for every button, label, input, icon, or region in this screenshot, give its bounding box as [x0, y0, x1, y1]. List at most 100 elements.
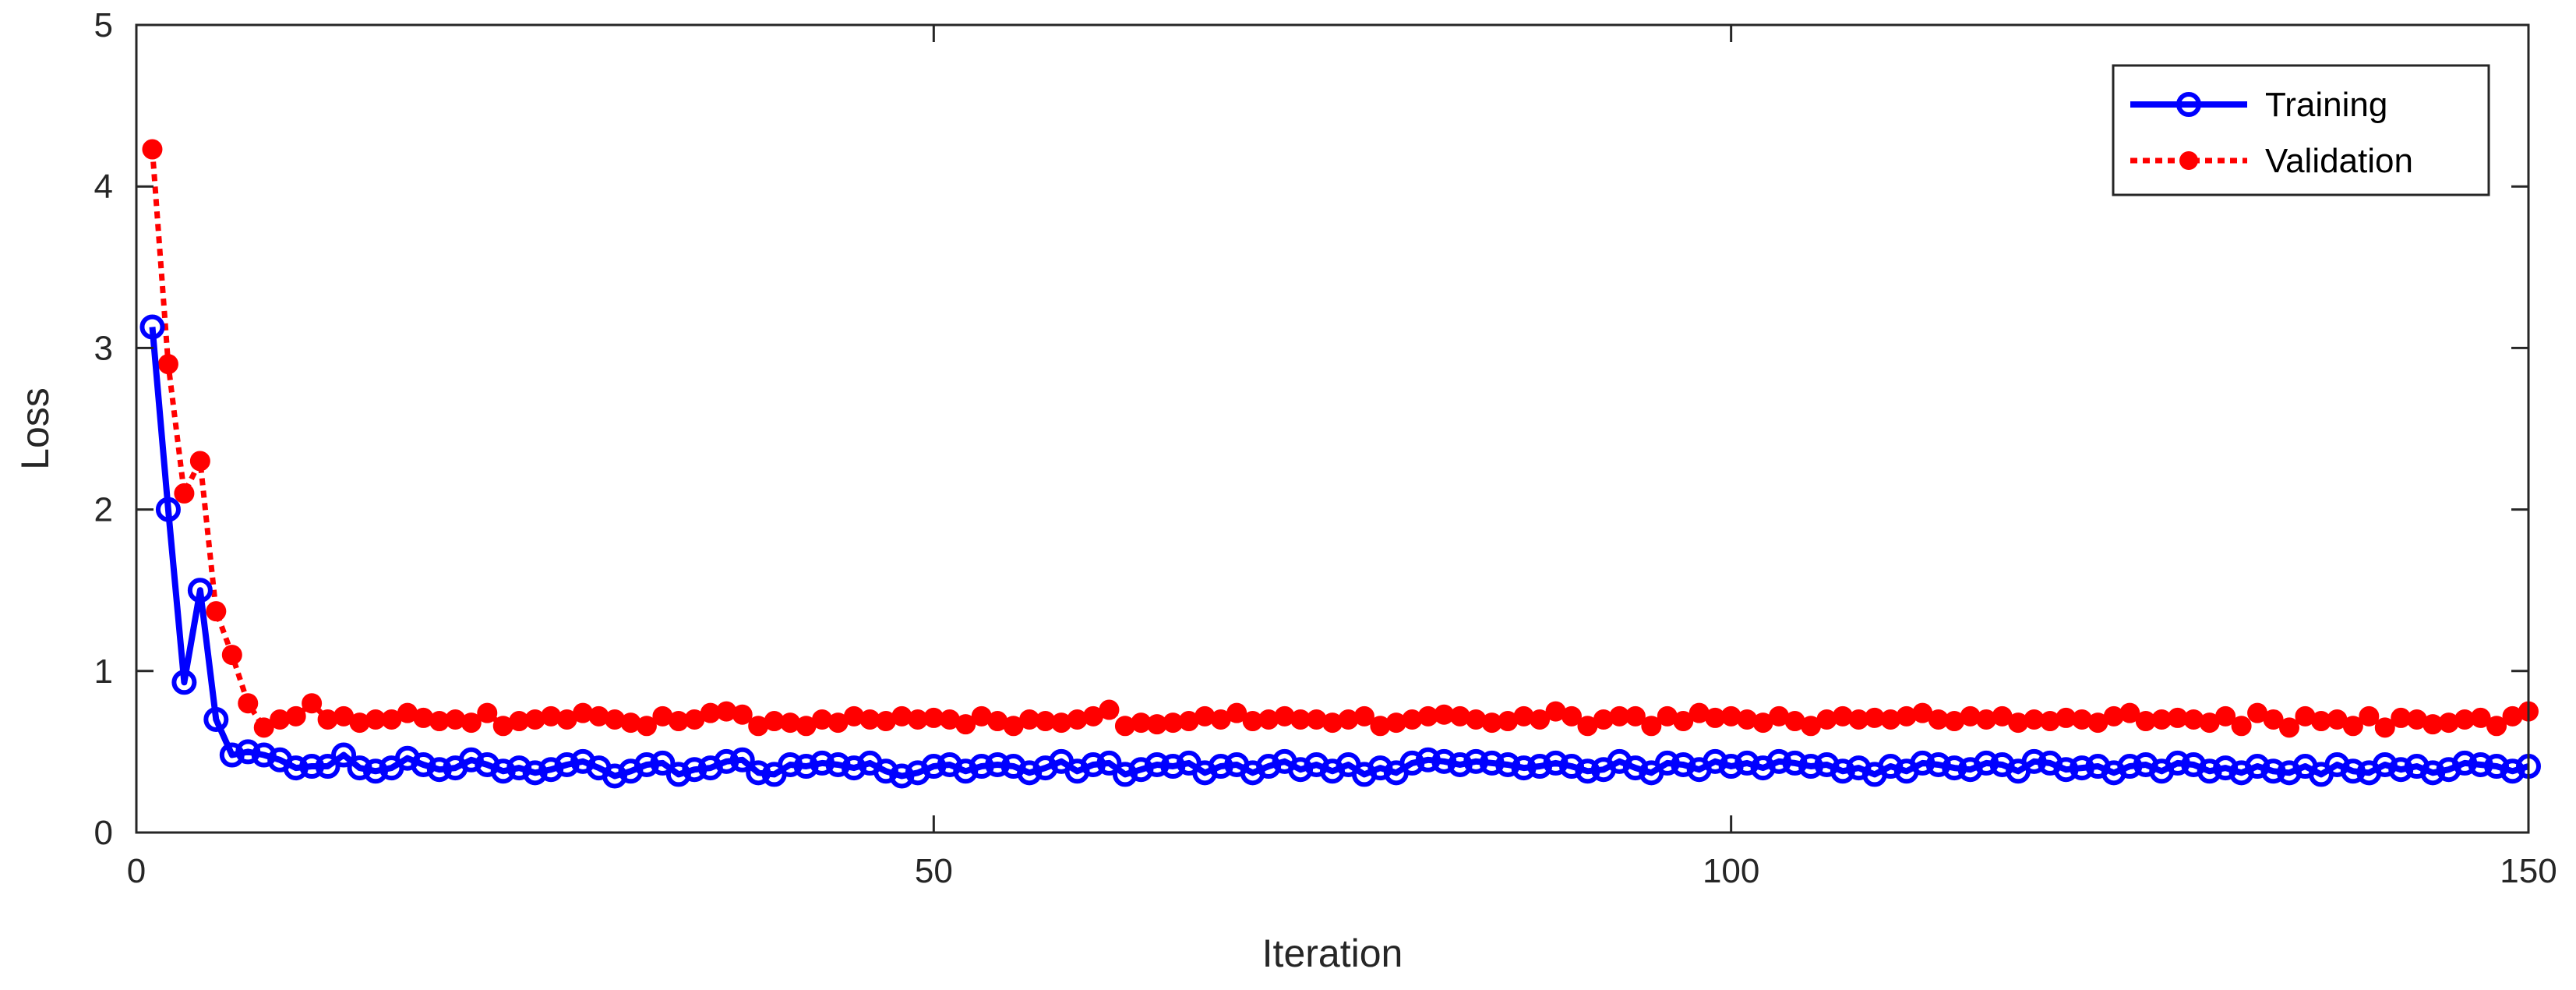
training-point [1798, 754, 1823, 780]
x-tick-label: 150 [2500, 852, 2557, 890]
training-point [426, 757, 452, 783]
y-tick-label: 2 [94, 491, 113, 529]
validation-point [636, 716, 657, 737]
training-point [2117, 754, 2143, 780]
training-point [2245, 754, 2271, 780]
validation-point [253, 717, 274, 738]
training-point [363, 758, 388, 784]
training-point [283, 755, 309, 781]
training-point [2260, 758, 2286, 784]
training-point [2165, 750, 2190, 776]
training-point [1654, 750, 1680, 776]
training-point [1081, 751, 1106, 777]
validation-point [461, 712, 482, 734]
training-point [315, 754, 341, 780]
training-point [778, 751, 803, 777]
training-point [1703, 748, 1728, 774]
legend-item-validation: Validation [2130, 142, 2413, 180]
training-point [1575, 758, 1600, 784]
training-point [2500, 758, 2525, 784]
y-tick-label: 5 [94, 6, 113, 44]
training-point [969, 754, 994, 780]
training-point [810, 750, 835, 776]
training-point [522, 760, 548, 786]
validation-point [1641, 716, 1662, 737]
training-point [2388, 757, 2414, 783]
training-point [953, 758, 979, 784]
legend-item-training: Training [2130, 86, 2387, 124]
x-tick-label: 50 [915, 852, 953, 890]
legend-label: Validation [2265, 142, 2413, 180]
training-point [2452, 750, 2478, 776]
training-point [842, 755, 866, 781]
training-point [921, 754, 947, 780]
training-point [331, 742, 357, 768]
legend: Training Validation [2112, 64, 2490, 196]
training-point [2372, 751, 2398, 777]
training-point [1463, 748, 1489, 774]
y-tick-label: 0 [94, 814, 113, 852]
y-tick-label: 3 [94, 329, 113, 367]
validation-point [1226, 702, 1247, 723]
legend-label: Training [2265, 86, 2387, 124]
training-point [1878, 754, 1904, 780]
x-tick-label: 0 [127, 852, 146, 890]
training-point [825, 751, 851, 777]
validation-point [955, 714, 976, 735]
training-point [633, 751, 659, 777]
training-point [251, 742, 277, 768]
validation-point [2119, 702, 2140, 723]
training-point [1671, 751, 1696, 777]
validation-point [2470, 707, 2491, 728]
validation-point [1673, 711, 1694, 732]
training-point [1495, 751, 1521, 777]
training-point [714, 748, 739, 774]
training-point [2468, 751, 2493, 777]
training-point [490, 758, 516, 784]
validation-point [2374, 717, 2395, 738]
validation-point [1530, 709, 1551, 730]
legend-box [2112, 64, 2490, 196]
validation-point [2215, 705, 2236, 727]
validation-point [732, 704, 753, 725]
validation-point [174, 483, 195, 504]
series-training [139, 314, 2541, 789]
training-point [458, 747, 484, 773]
training-point [682, 757, 708, 783]
training-point [665, 762, 691, 787]
validation-point [2342, 716, 2363, 737]
training-point [1160, 754, 1186, 780]
x-tick-label: 100 [1703, 852, 1759, 890]
training-point [347, 755, 372, 781]
validation-point [1561, 705, 1582, 727]
training-point [1112, 762, 1138, 787]
training-point [187, 578, 213, 603]
training-point [1622, 755, 1648, 781]
validation-point [157, 354, 178, 375]
training-point [1830, 758, 1855, 784]
validation-point [221, 645, 242, 666]
y-tick-label: 4 [94, 168, 113, 206]
training-point [1479, 750, 1505, 776]
validation-point [206, 601, 227, 622]
validation-point [1353, 705, 1374, 727]
x-axis-title: Iteration [1262, 932, 1403, 975]
legend-marker [2179, 151, 2198, 170]
training-point [1367, 755, 1393, 781]
training-point [1782, 750, 1808, 776]
training-point [2213, 755, 2239, 781]
training-point [985, 751, 1011, 777]
training-point [873, 758, 898, 784]
training-point [729, 747, 755, 773]
training-point [1766, 748, 1792, 774]
training-point [1017, 760, 1043, 786]
y-axis-title: Loss [13, 387, 57, 470]
training-point [506, 755, 532, 781]
training-point [1096, 750, 1122, 776]
training-point [219, 742, 245, 768]
validation-point [2231, 716, 2252, 737]
training-point [1431, 748, 1457, 774]
validation-point [2486, 716, 2507, 737]
validation-point [142, 139, 163, 160]
